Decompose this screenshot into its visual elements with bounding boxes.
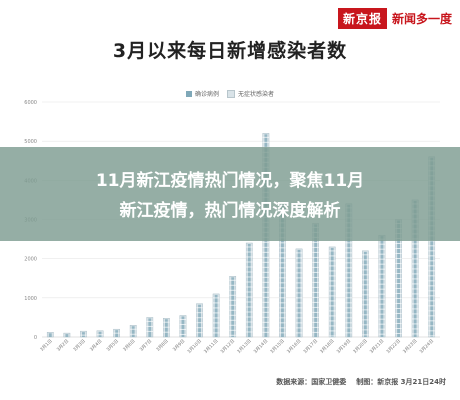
- x-tick-label: 3月14日: [253, 338, 270, 355]
- bar: [196, 303, 203, 338]
- bar: [378, 234, 386, 338]
- y-tick-label: 5000: [24, 139, 37, 145]
- y-tick-label: 6000: [24, 100, 37, 106]
- y-tick-label: 1000: [24, 296, 37, 302]
- bar: [212, 293, 220, 338]
- overlay-headline-line-1: 11月新江疫情热门情况，聚焦11月: [95, 171, 365, 191]
- legend-swatch-confirmed: [186, 90, 192, 97]
- brand-header: 新京报 新闻多一度: [337, 8, 452, 29]
- x-tick-label: 3月2日: [56, 338, 71, 353]
- y-tick-label: 2000: [24, 257, 37, 263]
- overlay-headline-line-2: 新江疫情，热门情况深度解析: [119, 201, 341, 221]
- legend-item-asymptomatic: 无症状感染者: [227, 89, 274, 98]
- bar: [245, 242, 253, 338]
- x-tick-label: 3月11日: [203, 338, 220, 355]
- bar: [295, 248, 303, 338]
- y-tick-label: 0: [34, 335, 37, 341]
- footer-source: 数据来源：国家卫健委: [276, 378, 347, 386]
- legend-swatch-asymptomatic: [227, 89, 236, 98]
- x-tick-label: 3月18日: [319, 338, 336, 355]
- x-tick-label: 3月3日: [72, 338, 87, 353]
- bar: [113, 328, 120, 338]
- bar: [80, 330, 87, 338]
- x-tick-label: 3月7日: [139, 338, 154, 353]
- x-tick-label: 3月1日: [39, 338, 54, 353]
- bar: [328, 246, 336, 338]
- x-tick-label: 3月10日: [186, 338, 203, 355]
- bar: [129, 325, 137, 338]
- bar: [46, 332, 54, 338]
- bar: [229, 276, 237, 338]
- bar: [179, 315, 187, 338]
- x-tick-label: 3月23日: [402, 338, 419, 355]
- overlay-headline: 11月新江疫情热门情况，聚焦11月 新江疫情，热门情况深度解析: [0, 166, 460, 226]
- x-tick-label: 3月17日: [302, 338, 319, 355]
- x-tick-label: 3月13日: [236, 338, 253, 355]
- brand-name: 新闻多一度: [391, 12, 452, 26]
- x-tick-label: 3月5日: [105, 338, 120, 353]
- bar: [362, 250, 369, 338]
- legend-item-confirmed: 确诊病例: [186, 89, 219, 98]
- x-tick-label: 3月9日: [172, 338, 187, 353]
- bar: [163, 318, 170, 338]
- x-tick-label: 3月4日: [89, 338, 104, 353]
- footer-date: 制图：新京报 3月21日24时: [356, 378, 446, 386]
- bar: [146, 317, 154, 338]
- x-axis-ticks: 3月1日 3月2日 3月3日 3月4日 3月5日 3月6日 3月7日 3月8日 3月9日 3月10…: [39, 338, 435, 355]
- legend-label-confirmed: 确诊病例: [195, 91, 220, 98]
- chart-footer: 数据来源：国家卫健委 制图：新京报 3月21日24时: [276, 377, 446, 387]
- x-tick-label: 3月12日: [219, 338, 236, 355]
- bar: [63, 332, 71, 338]
- legend-label-asymptomatic: 无症状感染者: [238, 91, 275, 98]
- x-tick-label: 3月21日: [369, 338, 386, 355]
- x-tick-label: 3月15日: [269, 338, 286, 355]
- x-tick-label: 3月6日: [122, 338, 137, 353]
- x-tick-label: 3月24日: [418, 338, 435, 355]
- chart-legend: 确诊病例 无症状感染者: [186, 89, 274, 98]
- x-tick-label: 3月20日: [352, 338, 369, 355]
- chart-title: 3月以来每日新增感染者数: [112, 40, 348, 62]
- title-overlay-band: [0, 147, 460, 241]
- x-tick-label: 3月8日: [155, 338, 170, 353]
- x-tick-label: 3月19日: [336, 338, 353, 355]
- brand-logo: 新京报: [337, 8, 387, 29]
- x-tick-label: 3月16日: [286, 338, 303, 355]
- bar: [96, 330, 104, 338]
- x-tick-label: 3月22日: [385, 338, 402, 355]
